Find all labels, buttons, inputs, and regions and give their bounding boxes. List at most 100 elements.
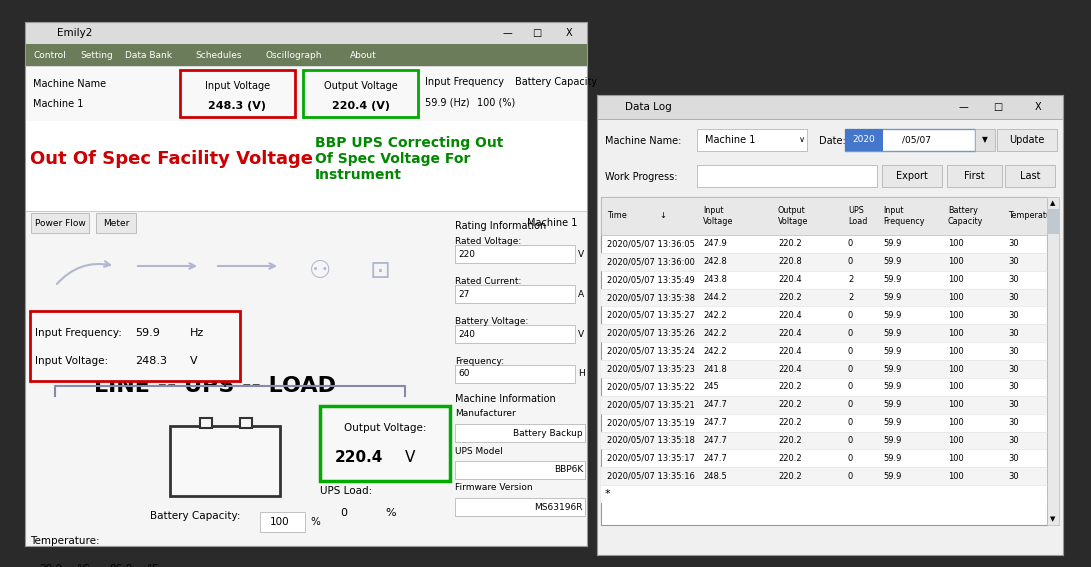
FancyBboxPatch shape (601, 253, 1047, 270)
FancyBboxPatch shape (601, 324, 1047, 342)
Text: V: V (190, 356, 197, 366)
FancyBboxPatch shape (100, 559, 142, 567)
Text: Hz: Hz (190, 328, 204, 338)
Text: UPS Load:: UPS Load: (320, 486, 372, 496)
Text: *: * (606, 489, 611, 499)
Text: %: % (385, 508, 396, 518)
Text: 30: 30 (1008, 329, 1019, 338)
Text: Setting: Setting (80, 50, 112, 60)
Text: 30: 30 (1008, 293, 1019, 302)
Text: 100: 100 (948, 329, 963, 338)
Text: 100: 100 (948, 382, 963, 391)
Text: 100: 100 (271, 517, 290, 527)
Text: BBP6K: BBP6K (554, 466, 583, 475)
FancyBboxPatch shape (25, 121, 587, 211)
FancyBboxPatch shape (601, 289, 1047, 307)
Text: 0: 0 (848, 400, 853, 409)
Text: 247.9: 247.9 (703, 239, 727, 248)
Text: 220.2: 220.2 (778, 472, 802, 481)
Text: 244.2: 244.2 (703, 293, 727, 302)
Text: 2020/05/07 13:35:24: 2020/05/07 13:35:24 (607, 346, 695, 356)
FancyBboxPatch shape (601, 360, 1047, 378)
FancyBboxPatch shape (25, 211, 587, 546)
Text: 248.3 (V): 248.3 (V) (208, 101, 266, 111)
Text: Schedules: Schedules (195, 50, 241, 60)
Text: 220.2: 220.2 (778, 418, 802, 427)
Text: UPS
Load: UPS Load (848, 206, 867, 226)
FancyBboxPatch shape (25, 236, 415, 306)
FancyBboxPatch shape (601, 197, 1047, 525)
Text: 2: 2 (848, 275, 853, 284)
Text: Output Voltage:: Output Voltage: (344, 423, 427, 433)
FancyBboxPatch shape (240, 418, 252, 428)
FancyBboxPatch shape (846, 129, 975, 151)
Text: ▲: ▲ (1051, 200, 1056, 206)
Text: 0: 0 (848, 454, 853, 463)
Text: Oscillograph: Oscillograph (265, 50, 322, 60)
Text: Firmware Version: Firmware Version (455, 484, 532, 493)
Text: Input Frequency:: Input Frequency: (35, 328, 122, 338)
Text: Battery Voltage:: Battery Voltage: (455, 316, 528, 325)
Text: 2020/05/07 13:35:22: 2020/05/07 13:35:22 (607, 382, 695, 391)
Text: 2020/05/07 13:35:19: 2020/05/07 13:35:19 (607, 418, 695, 427)
Text: 2: 2 (848, 293, 853, 302)
Text: %: % (310, 517, 320, 527)
Text: Temperature: Temperature (1008, 211, 1059, 221)
Text: □: □ (532, 28, 541, 38)
Text: 100 (%): 100 (%) (477, 97, 515, 107)
FancyBboxPatch shape (597, 95, 1063, 119)
Text: 100: 100 (948, 311, 963, 320)
Text: Machine Information: Machine Information (455, 394, 555, 404)
Text: 0: 0 (848, 346, 853, 356)
Text: 59.9: 59.9 (883, 418, 901, 427)
FancyBboxPatch shape (455, 245, 575, 263)
Text: V: V (578, 249, 584, 259)
FancyBboxPatch shape (601, 396, 1047, 414)
Text: 2020/05/07 13:35:21: 2020/05/07 13:35:21 (607, 400, 695, 409)
Text: Battery Backup: Battery Backup (514, 429, 583, 438)
Text: 220.2: 220.2 (778, 293, 802, 302)
Text: 220.4: 220.4 (778, 365, 802, 374)
Text: Manufacturer: Manufacturer (455, 409, 516, 418)
Text: A: A (578, 290, 584, 298)
Text: Input Frequency: Input Frequency (425, 77, 504, 87)
Text: Temperature:: Temperature: (29, 536, 99, 546)
FancyBboxPatch shape (882, 165, 942, 187)
FancyBboxPatch shape (96, 213, 136, 233)
Text: 59.9: 59.9 (135, 328, 160, 338)
Text: Export: Export (896, 171, 928, 181)
Text: 247.7: 247.7 (703, 418, 727, 427)
Text: 248.3: 248.3 (135, 356, 167, 366)
Text: 0: 0 (848, 257, 853, 266)
Text: Input Voltage: Input Voltage (205, 81, 271, 91)
Text: —: — (502, 28, 512, 38)
FancyBboxPatch shape (697, 165, 877, 187)
Text: Machine 1: Machine 1 (527, 218, 577, 228)
Text: 59.9 (Hz): 59.9 (Hz) (425, 97, 469, 107)
FancyBboxPatch shape (260, 512, 305, 532)
Text: 30: 30 (1008, 400, 1019, 409)
FancyBboxPatch shape (180, 70, 295, 117)
FancyBboxPatch shape (455, 285, 575, 303)
Text: 59.9: 59.9 (883, 293, 901, 302)
Text: Battery Capacity: Battery Capacity (515, 77, 597, 87)
Text: 59.9: 59.9 (883, 275, 901, 284)
Text: Machine 1: Machine 1 (705, 135, 755, 145)
Text: 220.4: 220.4 (778, 311, 802, 320)
Text: /05/07: /05/07 (902, 136, 931, 145)
FancyBboxPatch shape (1047, 209, 1059, 234)
Text: Data Log: Data Log (625, 102, 672, 112)
FancyBboxPatch shape (601, 431, 1047, 450)
Text: 2020/05/07 13:35:23: 2020/05/07 13:35:23 (607, 365, 695, 374)
Text: Out Of Spec Facility Voltage: Out Of Spec Facility Voltage (29, 150, 313, 168)
Text: 220.2: 220.2 (778, 239, 802, 248)
Text: Battery
Capacity: Battery Capacity (948, 206, 983, 226)
Text: 0: 0 (848, 365, 853, 374)
FancyBboxPatch shape (947, 165, 1002, 187)
Text: 2020/05/07 13:35:17: 2020/05/07 13:35:17 (607, 454, 695, 463)
Text: Last: Last (1020, 171, 1040, 181)
Text: 2020/05/07 13:35:49: 2020/05/07 13:35:49 (607, 275, 695, 284)
Text: 220.4: 220.4 (335, 451, 383, 466)
Text: 241.8: 241.8 (703, 365, 727, 374)
Text: 0: 0 (848, 239, 853, 248)
